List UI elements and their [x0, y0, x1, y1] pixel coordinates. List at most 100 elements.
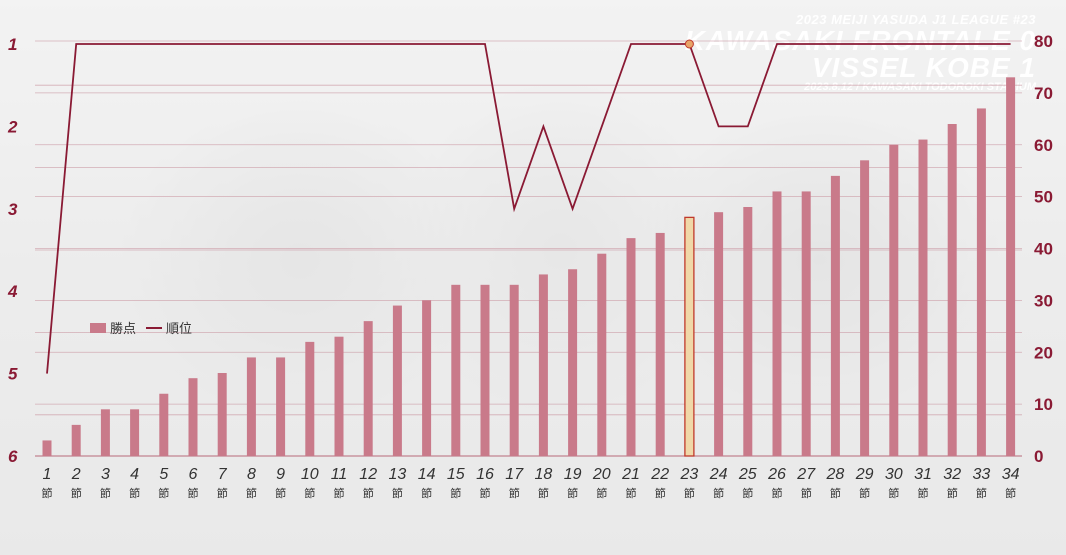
- rank-tick-label: 4: [7, 282, 18, 301]
- bar: [830, 175, 840, 456]
- legend-swatch-line: [146, 326, 163, 329]
- legend-item-points: 勝点: [90, 318, 136, 337]
- round-tick-label: 14: [418, 466, 436, 483]
- rank-line: [46, 39, 1011, 374]
- round-tick-suffix: 節: [538, 486, 549, 500]
- round-tick-suffix: 節: [830, 486, 841, 500]
- league-round: 2023 MEIJI YASUDA J1 LEAGUE #23: [796, 12, 1036, 27]
- round-tick-label: 29: [855, 466, 874, 483]
- round-tick-label: 20: [592, 466, 611, 483]
- home-line: KAWASAKI FRONTALE 0: [684, 25, 1036, 56]
- round-tick-suffix: 節: [129, 486, 140, 500]
- round-tick-suffix: 節: [713, 486, 724, 500]
- round-tick-label: 27: [796, 466, 816, 483]
- round-tick-suffix: 節: [392, 486, 403, 500]
- bar: [626, 238, 636, 456]
- legend-label-points: 勝点: [110, 321, 137, 336]
- away-line: VISSEL KOBE 1: [685, 52, 1036, 83]
- bar: [889, 144, 899, 456]
- round-tick-suffix: 節: [100, 486, 111, 500]
- round-tick-suffix: 節: [217, 486, 228, 500]
- bar: [305, 341, 315, 456]
- round-tick-suffix: 節: [246, 486, 257, 500]
- round-tick-label: 15: [447, 466, 465, 483]
- round-tick-suffix: 節: [626, 486, 637, 500]
- bar-highlight: [684, 216, 695, 457]
- points-tick-label: 50: [1034, 188, 1053, 207]
- round-tick-suffix: 節: [918, 486, 929, 500]
- round-tick-suffix: 節: [976, 486, 987, 500]
- round-tick-label: 19: [564, 466, 582, 483]
- round-tick-label: 28: [826, 466, 845, 483]
- bar: [976, 108, 986, 456]
- round-tick-suffix: 節: [334, 486, 345, 500]
- round-tick-label: 26: [767, 466, 786, 483]
- bar: [568, 269, 578, 456]
- round-tick-suffix: 節: [567, 486, 578, 500]
- round-tick-label: 3: [101, 466, 110, 483]
- round-tick-suffix: 節: [888, 486, 899, 500]
- bar: [392, 305, 402, 456]
- round-tick-label: 10: [301, 466, 319, 483]
- bar: [1006, 77, 1016, 456]
- round-tick-label: 13: [389, 466, 407, 483]
- rank-highlight-marker: [684, 39, 694, 49]
- points-axis-ticks: 0 10 20 30 40 50 60 70 80: [1034, 32, 1053, 466]
- round-tick-label: 25: [738, 466, 757, 483]
- round-tick-label: 4: [130, 466, 139, 483]
- match-header: 2023 MEIJI YASUDA J1 LEAGUE #23 KAWASAKI…: [685, 12, 1036, 93]
- bar: [42, 440, 52, 456]
- round-tick-label: 34: [1002, 466, 1020, 483]
- round-tick-suffix: 節: [450, 486, 461, 500]
- round-tick-label: 30: [885, 466, 903, 483]
- round-axis-ticks: 1節2節3節4節5節6節7節8節9節10節11節12節13節14節15節16節1…: [42, 466, 1020, 500]
- home-team: KAWASAKI FRONTALE: [684, 25, 1011, 56]
- round-tick-suffix: 節: [772, 486, 783, 500]
- round-tick-label: 8: [247, 466, 256, 483]
- match-date-venue: 2023.8.12 / KAWASAKI TODOROKI STADIUM: [804, 81, 1036, 93]
- round-tick-label: 33: [973, 466, 991, 483]
- round-tick-suffix: 節: [42, 486, 53, 500]
- chart-legend: 勝点 順位: [90, 318, 202, 337]
- rank-axis-ticks: 1 2 3 4 5 6: [7, 35, 18, 466]
- bar: [860, 160, 870, 456]
- bar: [480, 284, 490, 456]
- round-tick-suffix: 節: [742, 486, 753, 500]
- bar: [71, 424, 81, 456]
- round-tick-suffix: 節: [596, 486, 607, 500]
- round-tick-suffix: 節: [275, 486, 286, 500]
- points-bars: [42, 77, 1016, 457]
- round-tick-label: 7: [218, 466, 228, 483]
- bar: [100, 409, 110, 456]
- legend-label-rank: 順位: [166, 321, 193, 336]
- rank-tick-label: 6: [8, 447, 18, 466]
- round-tick-label: 22: [650, 466, 669, 483]
- round-tick-label: 16: [476, 466, 494, 483]
- round-tick-suffix: 節: [71, 486, 82, 500]
- bar: [334, 336, 344, 456]
- legend-swatch-bar: [90, 322, 106, 333]
- away-score: 1: [1019, 52, 1036, 83]
- points-tick-label: 30: [1034, 291, 1053, 310]
- rank-tick-label: 3: [8, 200, 18, 219]
- round-tick-label: 31: [914, 466, 932, 483]
- bar: [276, 357, 286, 456]
- round-tick-label: 24: [709, 466, 728, 483]
- round-tick-label: 17: [505, 466, 524, 483]
- bar: [538, 274, 548, 456]
- points-tick-label: 20: [1034, 343, 1053, 362]
- round-tick-label: 11: [331, 466, 348, 483]
- round-tick-suffix: 節: [655, 486, 666, 500]
- round-tick-label: 23: [680, 466, 699, 483]
- away-team: VISSEL KOBE: [811, 52, 1011, 83]
- bar: [918, 139, 928, 456]
- round-tick-label: 18: [535, 466, 553, 483]
- rank-tick-label: 2: [7, 117, 18, 136]
- bar: [217, 373, 227, 456]
- round-tick-label: 21: [621, 466, 640, 483]
- round-tick-label: 32: [943, 466, 961, 483]
- bar: [772, 191, 782, 456]
- bar: [597, 253, 607, 456]
- round-tick-suffix: 節: [421, 486, 432, 500]
